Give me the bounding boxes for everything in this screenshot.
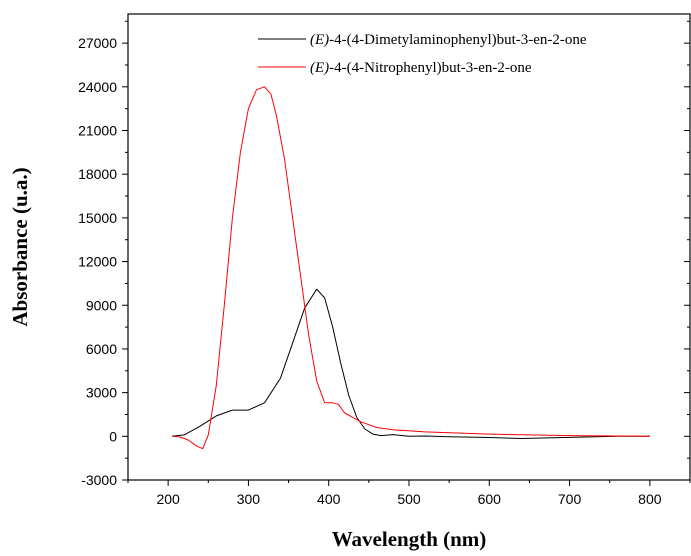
y-tick-label: 15000	[78, 210, 117, 226]
y-tick-label: 12000	[78, 254, 117, 270]
legend-prefix-dimetylamino: (E)	[310, 32, 329, 48]
legend-prefix-nitrophenyl: (E)	[310, 60, 329, 76]
y-tick-label: 24000	[78, 79, 117, 95]
y-tick-label: 0	[109, 428, 117, 444]
series-line-nitrophenyl	[172, 86, 650, 450]
ticks-layer: 200 300 400 500 600 700 800 -3000 0 3000 6000 9000 1…	[78, 20, 691, 507]
legend-label-nitrophenyl: (E)-4-(4-Nitrophenyl)but-3-en-2-one	[310, 60, 532, 76]
x-tick-label: 700	[558, 491, 582, 507]
y-tick-label: 6000	[86, 341, 117, 357]
series-layer	[172, 86, 650, 450]
x-tick-label: 600	[478, 491, 502, 507]
y-tick-label: 21000	[78, 123, 117, 139]
legend-suffix-dimetylamino: -4-(4-Dimetylaminophenyl)but-3-en-2-one	[329, 32, 587, 48]
legend: (E)-4-(4-Dimetylaminophenyl)but-3-en-2-o…	[258, 32, 587, 76]
x-tick-label: 200	[156, 491, 180, 507]
x-axis-title: Wavelength (nm)	[332, 527, 487, 551]
legend-suffix-nitrophenyl: -4-(4-Nitrophenyl)but-3-en-2-one	[329, 60, 532, 76]
y-axis-title: Absorbance (u.a.)	[8, 167, 32, 326]
x-tick-label: 400	[317, 491, 341, 507]
y-tick-label: 3000	[86, 385, 117, 401]
y-tick-label: 9000	[86, 297, 117, 313]
legend-label-dimetylamino: (E)-4-(4-Dimetylaminophenyl)but-3-en-2-o…	[310, 32, 587, 48]
x-tick-label: 500	[397, 491, 421, 507]
y-tick-label: -3000	[81, 472, 117, 488]
x-tick-label: 300	[237, 491, 261, 507]
x-tick-label: 800	[638, 491, 662, 507]
y-tick-label: 27000	[78, 35, 117, 51]
plot-frame	[127, 13, 691, 481]
series-line-dimetylamino	[172, 288, 650, 439]
y-tick-label: 18000	[78, 166, 117, 182]
